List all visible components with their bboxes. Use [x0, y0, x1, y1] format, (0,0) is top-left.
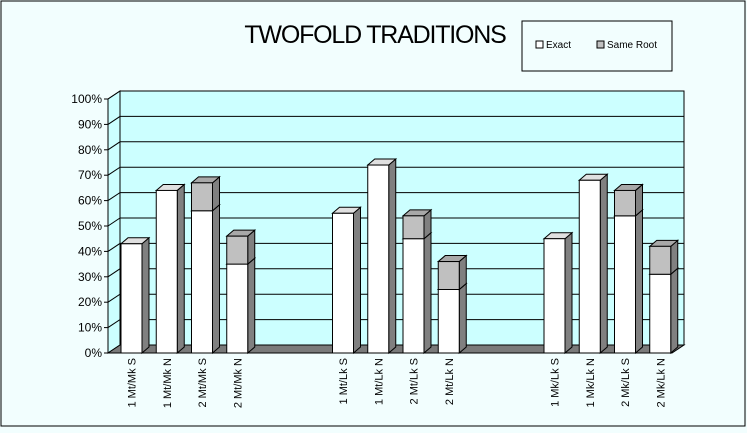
- bar-exact-side: [353, 206, 361, 355]
- gridline: [107, 166, 684, 176]
- bar-exact-front: [649, 273, 672, 354]
- legend-box: [521, 20, 673, 72]
- x-tick-label: 2 Mt/Mk S: [197, 358, 209, 408]
- gridline: [107, 319, 684, 329]
- bar-same-root: [613, 183, 644, 217]
- gridline: [107, 115, 684, 125]
- x-tick-label: 2 Mk/Lk S: [620, 358, 632, 407]
- bar-same-root-front: [614, 189, 636, 217]
- chart-title: TWOFOLD TRADITIONS: [244, 21, 506, 49]
- bar-exact-front: [367, 164, 390, 354]
- bar-exact: [436, 282, 468, 355]
- bar-same-root-front: [402, 215, 425, 240]
- x-tick-label: 1 Mt/Mk S: [127, 358, 139, 408]
- x-tick-label: 1 Mt/Lk S: [338, 358, 350, 404]
- x-tick-label: 2 Mk/Lk N: [655, 358, 667, 408]
- y-tick-label: 80%: [78, 143, 102, 157]
- y-tick-label: 20%: [78, 295, 102, 309]
- bar-exact: [119, 236, 151, 355]
- legend: Exact Same Root: [521, 20, 673, 72]
- x-tick-label: 2 Mt/Mk N: [232, 358, 244, 408]
- bar-exact: [577, 173, 609, 355]
- x-tick-label: 1 Mk/Lk S: [550, 358, 562, 407]
- legend-swatch-same-root: [596, 40, 605, 49]
- gridline: [107, 242, 684, 252]
- gridline: [107, 293, 684, 303]
- bar-exact-side: [247, 257, 256, 355]
- x-tick-label: 1 Mt/Mk N: [162, 358, 174, 408]
- legend-label-exact: Exact: [546, 40, 571, 51]
- bar-exact: [225, 257, 257, 355]
- bar-same-root-front: [437, 261, 460, 290]
- bar-exact: [190, 203, 221, 355]
- bar-exact-front: [614, 215, 636, 354]
- gridline: [107, 217, 684, 227]
- x-tick-label: 1 Mk/Lk N: [585, 358, 597, 408]
- bar-exact-front: [543, 238, 566, 354]
- y-axis: 0% 10% 20% 30% 40% 50% 60% 70% 80% 90% 100%: [71, 92, 109, 360]
- bar-exact: [331, 206, 362, 355]
- bar-exact-side: [423, 231, 432, 355]
- x-axis: 1 Mt/Mk S 1 Mt/Mk N 2 Mt/Mk S 2 Mt/Mk N 1 Mt…: [108, 352, 672, 408]
- bar-exact: [648, 267, 680, 355]
- gridline: [107, 141, 684, 151]
- bar-exact-side: [670, 267, 679, 355]
- legend-swatch-exact: [535, 40, 544, 49]
- bar-exact-side: [635, 208, 643, 355]
- bar-same-root-front: [649, 245, 672, 275]
- bar-exact-front: [578, 179, 601, 354]
- bar-exact: [401, 231, 433, 355]
- x-tick-label: 2 Mt/Lk S: [409, 358, 421, 404]
- bar-exact-side: [458, 282, 467, 355]
- y-tick-label: 30%: [78, 270, 102, 284]
- bar-exact-front: [120, 243, 143, 354]
- bar-same-root: [225, 229, 257, 266]
- bar-exact-side: [564, 231, 573, 355]
- bar-exact-front: [226, 263, 249, 354]
- plot-area: [106, 90, 686, 354]
- bar-exact-front: [332, 212, 354, 354]
- bar-exact-side: [176, 183, 185, 355]
- bar-exact: [542, 231, 574, 355]
- legend-label-same-root: Same Root: [607, 40, 657, 51]
- bar-exact: [613, 208, 644, 355]
- gridline: [107, 192, 684, 202]
- x-tick-label: 1 Mt/Lk N: [373, 358, 385, 405]
- bar-exact-front: [155, 189, 178, 354]
- y-tick-label: 70%: [78, 168, 102, 182]
- x-tick-label: 2 Mt/Lk N: [444, 358, 456, 405]
- bar-same-root: [436, 254, 468, 291]
- bar-exact-front: [191, 210, 213, 354]
- bar-same-root-front: [191, 182, 213, 212]
- bar-exact-side: [141, 236, 150, 355]
- gridline: [107, 90, 684, 100]
- bar-same-root: [401, 208, 433, 240]
- bar-same-root-front: [226, 235, 249, 265]
- y-tick-label: 10%: [78, 321, 102, 335]
- bar-exact-side: [599, 173, 608, 355]
- gridline: [107, 268, 684, 278]
- y-tick-label: 60%: [78, 194, 102, 208]
- bar-exact-side: [388, 157, 397, 355]
- bar-exact-front: [437, 289, 460, 354]
- y-tick-label: 50%: [78, 219, 102, 233]
- y-tick-label: 90%: [78, 117, 102, 131]
- y-tick-label: 0%: [85, 346, 103, 360]
- bar-same-root: [648, 239, 680, 276]
- bar-exact-front: [402, 238, 425, 354]
- y-tick-label: 40%: [78, 244, 102, 258]
- bars: [119, 157, 680, 355]
- y-tick-label: 100%: [71, 92, 102, 106]
- bar-exact: [366, 157, 398, 355]
- bar-same-root: [190, 175, 221, 212]
- bar-exact-side: [212, 203, 220, 355]
- bar-exact: [154, 183, 186, 355]
